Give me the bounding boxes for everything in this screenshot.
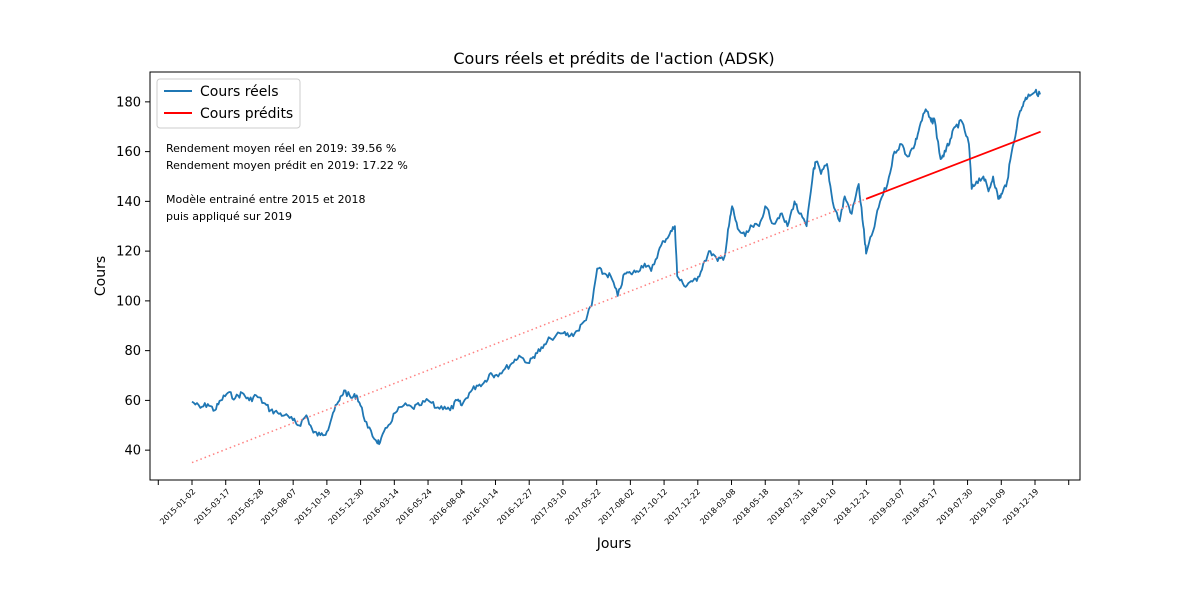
- series-line-2: [191, 198, 867, 464]
- chart-title: Cours réels et prédits de l'action (ADSK…: [453, 49, 774, 68]
- y-tick-label: 40: [124, 444, 141, 459]
- series-line-0: [191, 88, 1041, 446]
- annotation-text: Rendement moyen prédit en 2019: 17.22 %: [166, 159, 408, 172]
- annotation-text: Rendement moyen réel en 2019: 39.56 %: [166, 142, 396, 155]
- legend-entry: Cours prédits: [200, 106, 293, 122]
- y-tick-label: 180: [116, 95, 141, 110]
- axes-frame: [149, 71, 1081, 481]
- y-tick-label: 80: [124, 344, 141, 359]
- y-tick-label: 100: [116, 294, 141, 309]
- y-tick-label: 60: [124, 394, 141, 409]
- y-axis: 40 60 80 100 120 140 160 180: [116, 95, 150, 459]
- y-tick-label: 120: [116, 245, 141, 260]
- annotations: Rendement moyen réel en 2019: 39.56 % Ren…: [166, 142, 408, 223]
- annotation-text: Modèle entrainé entre 2015 et 2018: [166, 193, 366, 206]
- legend-entry: Cours réels: [200, 84, 279, 100]
- series-line-1: [865, 130, 1041, 200]
- series-layer: [191, 88, 1041, 464]
- x-axis-label: Jours: [596, 536, 632, 552]
- legend: Cours réels Cours prédits: [156, 78, 301, 129]
- y-axis-label: Cours: [93, 256, 109, 296]
- legend-box: [156, 78, 301, 129]
- annotation-text: puis appliqué sur 2019: [166, 210, 292, 223]
- y-tick-label: 160: [116, 145, 141, 160]
- y-tick-label: 140: [116, 195, 141, 210]
